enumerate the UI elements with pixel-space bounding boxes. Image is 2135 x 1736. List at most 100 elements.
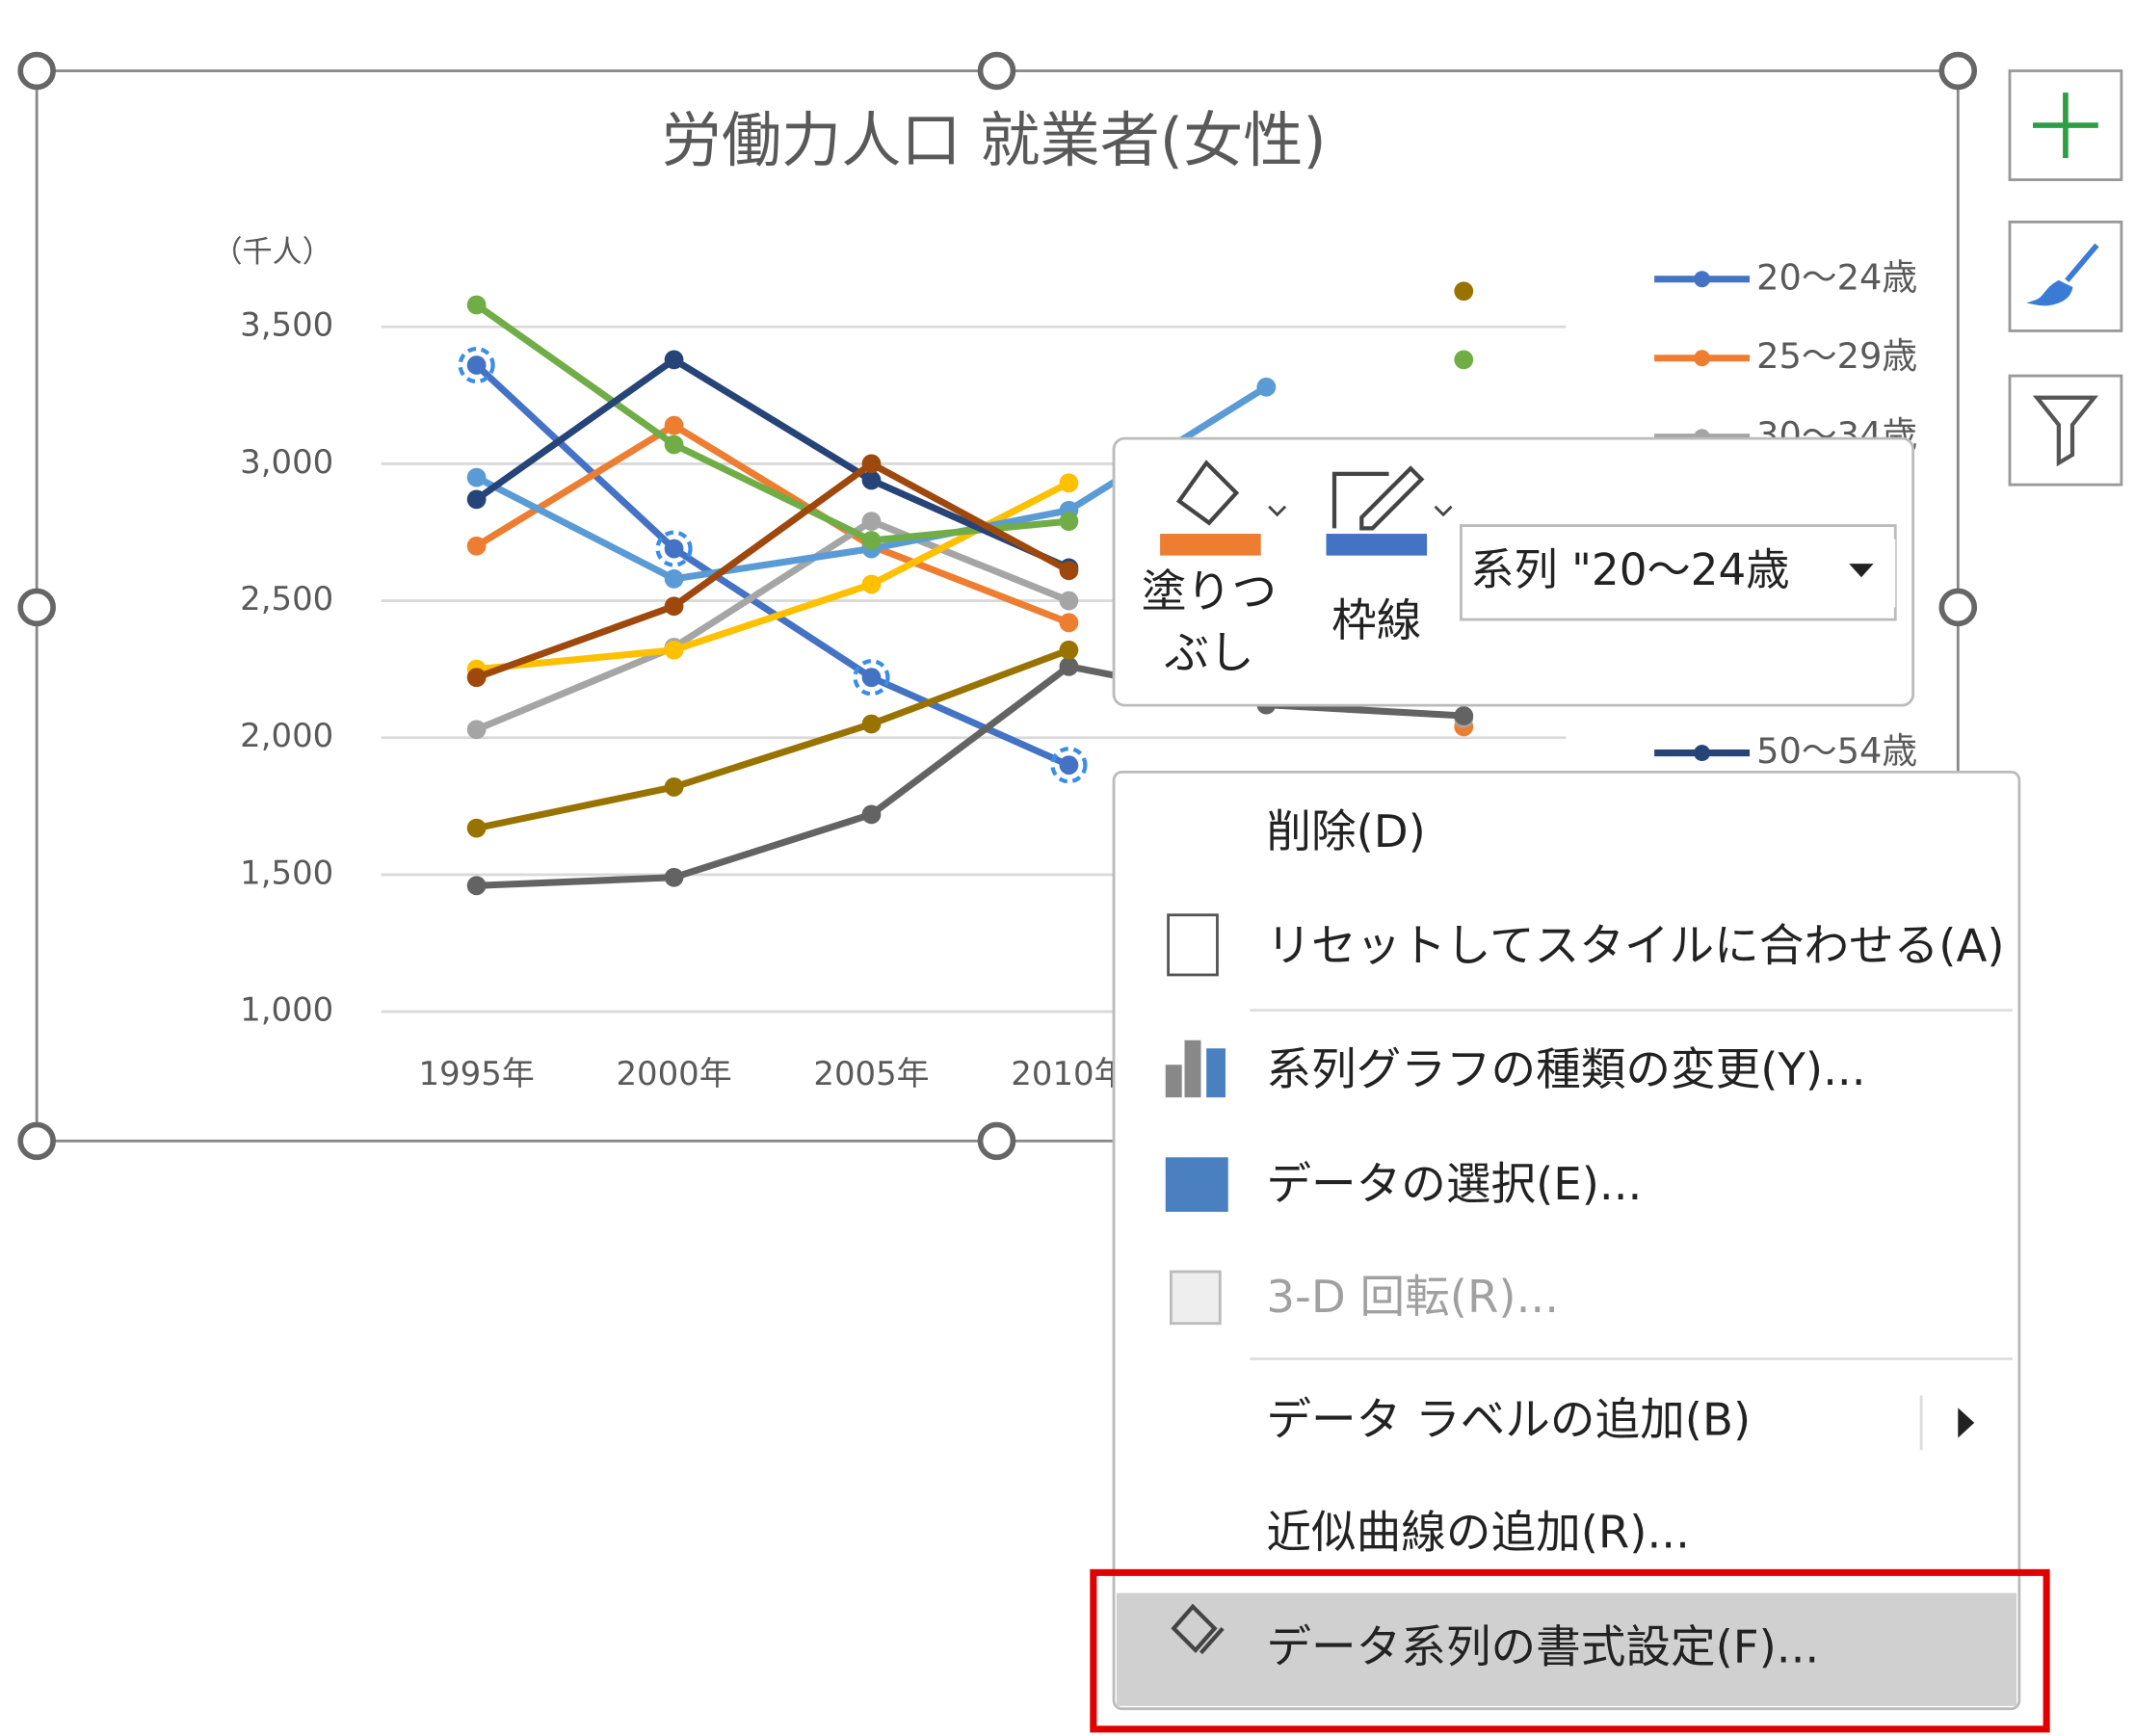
y-tick-label: 3,500	[240, 306, 333, 344]
data-point	[1059, 512, 1079, 532]
selection-marker	[458, 346, 495, 384]
y-tick-label: 1,500	[240, 854, 333, 891]
data-point	[1059, 473, 1079, 493]
data-point	[1059, 640, 1079, 660]
legend-label: 50〜54歳	[1756, 730, 1917, 772]
highlight-box	[1090, 1568, 2050, 1733]
menu-item[interactable]: リセットしてスタイルに合わせる(A)	[1266, 920, 2004, 972]
data-point	[1059, 591, 1079, 611]
context-menu: 削除(D) リセットしてスタイルに合わせる(A) 系列グラフの種類の変更(Y)...…	[1090, 770, 2050, 1733]
data-point	[466, 668, 487, 688]
menu-item: 3-D 回転(R)...	[1266, 1271, 1559, 1323]
menu-item[interactable]: 近似曲線の追加(R)...	[1266, 1507, 1690, 1559]
series-line	[474, 355, 1070, 571]
menu-item[interactable]: データの選択(E)...	[1266, 1158, 1642, 1210]
border-color[interactable]	[1326, 534, 1428, 556]
data-point	[1059, 613, 1079, 633]
submenu-arrow	[1958, 1407, 1975, 1438]
data-point	[664, 777, 684, 797]
handle[interactable]	[1938, 51, 1978, 91]
data-point	[1059, 755, 1079, 776]
handle[interactable]	[17, 51, 56, 91]
menu-item[interactable]: 系列グラフの種類の変更(Y)...	[1266, 1043, 1865, 1095]
series-line	[474, 362, 1070, 769]
data-point	[466, 536, 487, 556]
data-point	[861, 454, 882, 474]
dropdown-caret	[1434, 505, 1453, 517]
legend-label: 20〜24歳	[1756, 256, 1917, 298]
data-point	[664, 350, 684, 370]
data-point	[466, 489, 487, 510]
plus-icon	[2033, 92, 2098, 158]
menu-item[interactable]: 削除(D)	[1266, 805, 1426, 857]
legend-marker	[1694, 745, 1711, 762]
add-element-button[interactable]	[2008, 69, 2123, 182]
series-line	[475, 646, 1070, 832]
fill-color[interactable]	[1160, 534, 1261, 556]
data-point	[1454, 350, 1474, 370]
data-point	[1454, 281, 1474, 302]
data-point	[861, 804, 882, 825]
filter-button[interactable]	[2008, 374, 2123, 487]
handles	[17, 51, 1978, 1161]
data-point	[664, 434, 684, 455]
select-data-icon	[1165, 1157, 1228, 1212]
data-point	[861, 531, 882, 550]
data-point	[861, 714, 882, 734]
data-point	[466, 876, 487, 896]
y-axis-unit: （千人）	[212, 235, 331, 270]
handle[interactable]	[17, 588, 56, 627]
y-tick-label: 2,500	[240, 580, 333, 618]
dropdown-caret	[1268, 505, 1287, 517]
selection-marker	[1050, 747, 1088, 784]
filter-icon	[2032, 395, 2099, 467]
handle[interactable]	[17, 1121, 56, 1161]
selection-marker	[853, 659, 890, 697]
border-label[interactable]: 枠線	[1331, 594, 1421, 646]
data-point	[1256, 377, 1277, 397]
data-point	[861, 470, 882, 490]
data-point	[861, 668, 882, 688]
fill-label[interactable]: 塗りつ	[1142, 566, 1277, 618]
handle[interactable]	[1938, 588, 1978, 627]
dropdown-arrow	[1849, 564, 1874, 578]
fill-label[interactable]: ぶし	[1164, 627, 1253, 679]
y-tick-label: 2,000	[240, 717, 333, 754]
legend-marker	[1694, 350, 1711, 367]
data-point	[664, 568, 684, 589]
menu-item[interactable]: データ ラベルの追加(B)	[1266, 1393, 1751, 1445]
y-tick-label: 1,000	[240, 991, 333, 1029]
data-point	[664, 640, 684, 660]
chart-title: 労働力人口 就業者(女性)	[662, 105, 1327, 175]
data-point	[861, 512, 882, 532]
data-point	[466, 818, 487, 838]
format-icon	[1171, 1603, 1225, 1655]
data-point	[1454, 706, 1474, 725]
x-tick-label: 1995年	[419, 1055, 535, 1092]
legend-marker	[1694, 271, 1711, 288]
y-tick-label: 3,000	[240, 443, 333, 481]
mini-toolbar: 塗りつ ぶし 枠線 系列 "20〜24歳	[1112, 436, 1915, 707]
x-tick-label: 2010年	[1011, 1055, 1126, 1092]
rotation-icon	[1169, 1270, 1222, 1326]
data-point	[466, 355, 487, 375]
data-point	[861, 574, 882, 594]
menu-item[interactable]: データ系列の書式設定(F)...	[1266, 1620, 1819, 1672]
fill-icon	[1175, 460, 1240, 526]
legend-label: 25〜29歳	[1756, 335, 1917, 377]
series-dropdown[interactable]	[1460, 524, 1897, 621]
selection-marker	[655, 530, 693, 567]
handle[interactable]	[977, 1121, 1016, 1161]
series-line	[474, 421, 1070, 626]
chart-type-icon	[1165, 1039, 1226, 1098]
data-point	[466, 295, 487, 315]
menu-highlight	[1116, 1592, 2017, 1706]
data-point	[664, 539, 684, 559]
style-button[interactable]	[2008, 220, 2123, 332]
data-point	[466, 720, 487, 740]
data-point	[664, 596, 684, 617]
handle[interactable]	[977, 51, 1016, 91]
data-point	[1059, 656, 1079, 676]
data-point	[664, 867, 684, 887]
